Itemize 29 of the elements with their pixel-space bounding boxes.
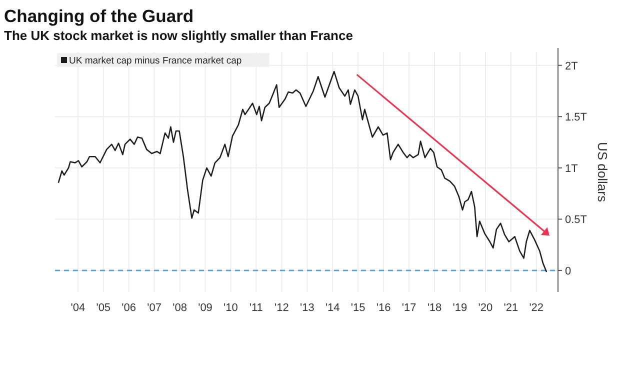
line-series <box>58 70 548 272</box>
y-tick-label: 0.5T <box>565 214 588 226</box>
x-tick-label: '08 <box>172 302 187 314</box>
x-tick-label: '11 <box>249 302 263 314</box>
x-tick-label: '12 <box>274 302 289 314</box>
y-tick-label: 2T <box>565 60 578 72</box>
x-tick-label: '07 <box>147 302 162 314</box>
x-tick-label: '14 <box>325 302 340 314</box>
x-tick-label: '16 <box>376 302 391 314</box>
x-tick-label: '06 <box>122 302 136 314</box>
x-tick-label: '15 <box>350 302 366 314</box>
x-tick-label: '13 <box>300 302 314 314</box>
x-tick-label: '17 <box>402 302 416 314</box>
x-tick-label: '09 <box>198 302 212 314</box>
x-tick-label: '18 <box>427 302 442 314</box>
x-tick-label: '19 <box>452 302 468 314</box>
y-axis-title: US dollars <box>595 142 610 202</box>
chart-subtitle: The UK stock market is now slightly smaller than France <box>4 28 353 43</box>
legend-label: UK market cap minus France market cap <box>69 56 242 66</box>
x-tick-label: '22 <box>529 302 544 314</box>
x-tick-label: '10 <box>224 302 238 314</box>
y-tick-label: 1.5T <box>565 112 588 124</box>
x-tick-label: '05 <box>96 302 111 314</box>
x-tick-label: '20 <box>478 302 493 314</box>
y-tick-label: 1T <box>565 162 578 175</box>
y-tick-label: 0 <box>565 265 572 278</box>
chart-title: Changing of the Guard <box>4 6 194 26</box>
x-tick-label: '21 <box>504 302 518 314</box>
x-tick-label: '04 <box>70 302 86 314</box>
